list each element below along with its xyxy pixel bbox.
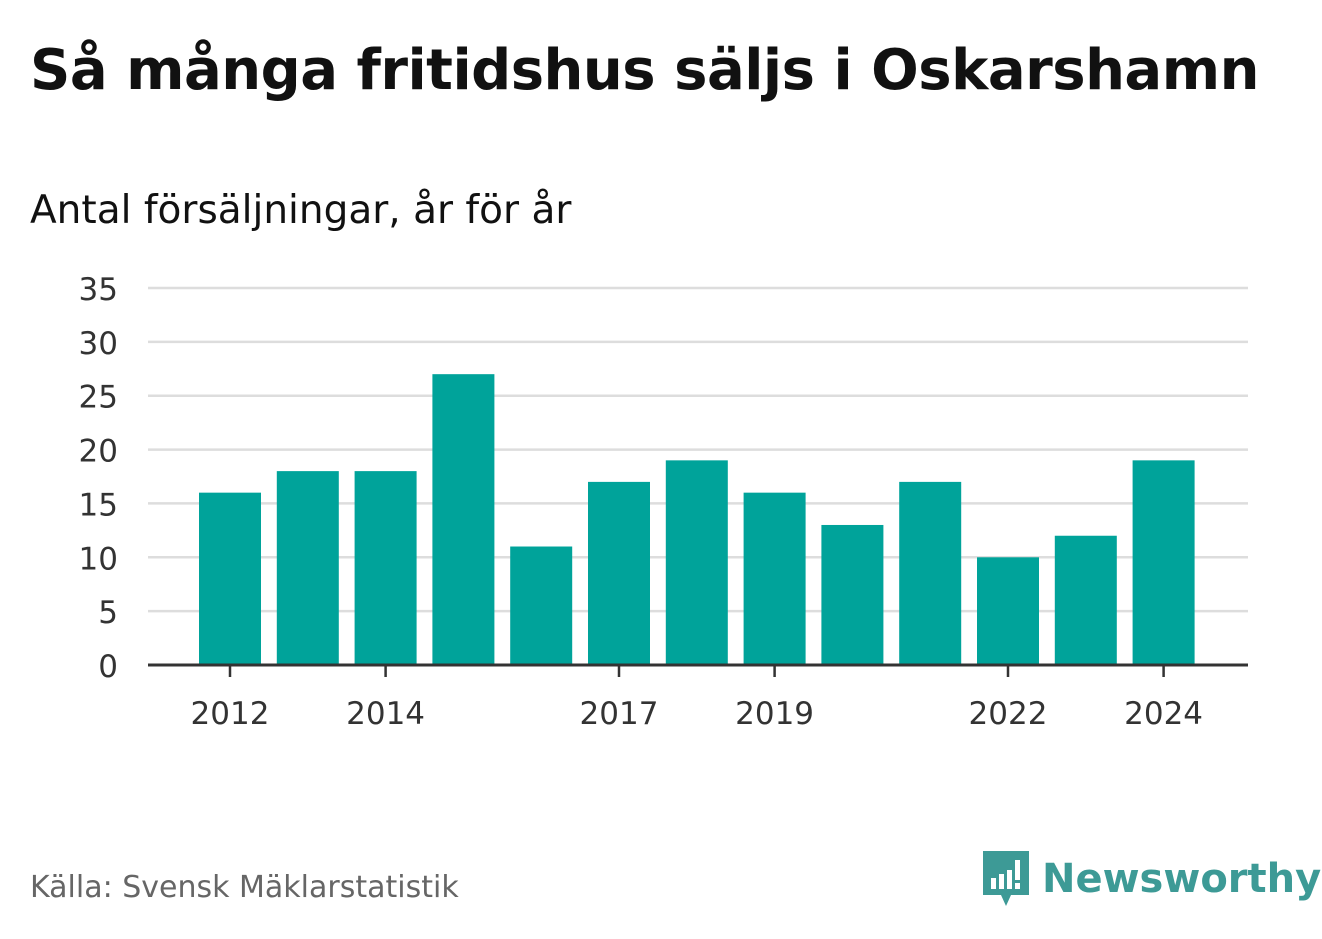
- brand-name: Newsworthy: [1042, 856, 1322, 902]
- bar-2013: [276, 471, 339, 665]
- bar-2012: [199, 492, 261, 665]
- x-tick-label: 2014: [346, 696, 425, 732]
- y-tick-label: 20: [79, 434, 118, 470]
- bar-2017: [588, 481, 650, 665]
- y-tick-label: 25: [79, 380, 118, 416]
- y-tick-label: 35: [79, 272, 118, 308]
- brand-logo: Newsworthy: [980, 848, 1321, 910]
- bar-2015: [432, 374, 495, 665]
- y-axis-ticks: 0 5 10 15 20 25 30 35: [79, 272, 118, 685]
- bar-2020: [821, 524, 884, 665]
- bar-2016: [510, 546, 573, 665]
- y-tick-label: 15: [79, 487, 118, 523]
- y-tick-label: 5: [98, 595, 118, 631]
- x-tick-label: 2017: [580, 696, 659, 732]
- chart-subtitle: Antal försäljningar, år för år: [30, 188, 572, 233]
- bar-2019: [743, 492, 806, 665]
- x-tick-label: 2024: [1124, 696, 1203, 732]
- x-tick-label: 2012: [191, 696, 270, 732]
- bar-2023: [1054, 535, 1117, 665]
- chart-title: Så många fritidshus säljs i Oskarshamn: [30, 38, 1259, 103]
- newsworthy-bar-speech-bubble-icon: [983, 851, 1029, 906]
- y-tick-label: 30: [79, 326, 118, 362]
- x-tick-label: 2019: [735, 696, 814, 732]
- x-axis-ticks: 2012 2014 2017 2019 2022 2024: [191, 665, 1203, 732]
- bar-2024: [1132, 460, 1195, 665]
- bar-2018: [665, 460, 728, 665]
- y-tick-label: 10: [79, 541, 118, 577]
- bar-2014: [354, 471, 417, 665]
- x-tick-label: 2022: [969, 696, 1048, 732]
- source-note: Källa: Svensk Mäklarstatistik: [30, 870, 459, 905]
- y-tick-label: 0: [98, 649, 118, 685]
- bar-2022: [977, 557, 1039, 665]
- bar-2021: [899, 481, 962, 665]
- bars: [199, 374, 1195, 665]
